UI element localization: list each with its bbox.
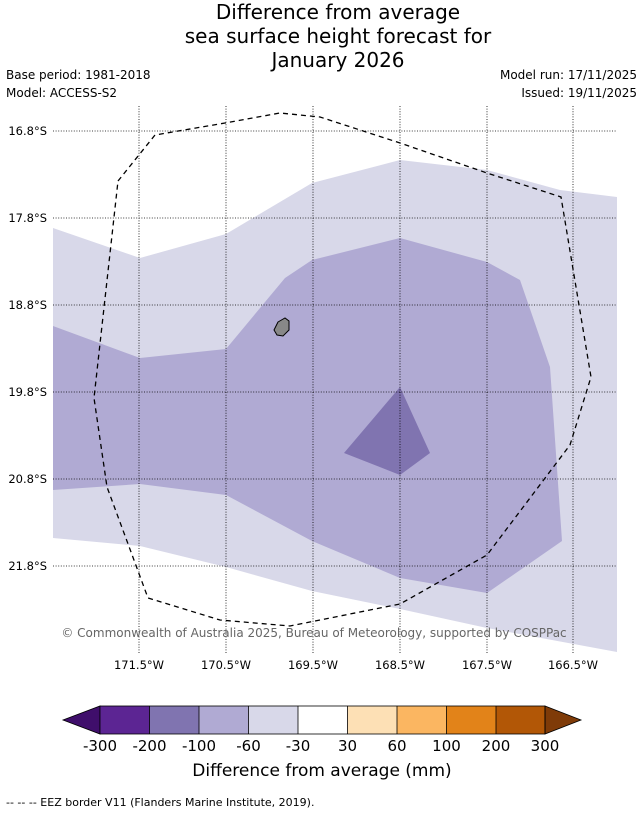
lat-label-6: 21.8°S xyxy=(8,559,47,573)
lon-label-1: 171.5°W xyxy=(114,658,164,672)
colorbar-segment-9 xyxy=(496,706,546,734)
colorbar-frame xyxy=(99,705,546,735)
lon-labels: 171.5°W 170.5°W 169.5°W 168.5°W 167.5°W … xyxy=(114,658,598,672)
lon-label-2: 170.5°W xyxy=(201,658,251,672)
colorbar-segment-2 xyxy=(149,706,199,734)
colorbar-segment-4 xyxy=(248,706,298,734)
colorbar-dividers xyxy=(149,706,497,734)
colorbar-segment-6 xyxy=(347,706,397,734)
colorbar-segment-3 xyxy=(199,706,249,734)
colorbar-label: Difference from average (mm) xyxy=(192,761,452,781)
cb-tick-9: 200 xyxy=(482,737,511,755)
cb-tick-2: -200 xyxy=(132,737,166,755)
colorbar-segment-5 xyxy=(298,706,348,734)
lon-label-4: 168.5°W xyxy=(375,658,425,672)
cb-tick-6: 30 xyxy=(338,737,357,755)
eez-footnote: -- -- -- EEZ border V11 (Flanders Marine… xyxy=(6,796,315,809)
meta-left: Base period: 1981-2018 Model: ACCESS-S2 xyxy=(6,66,151,102)
anomaly-band-medium xyxy=(53,238,562,593)
colorbar-extend-high xyxy=(544,705,583,735)
title-line-3: January 2026 xyxy=(271,48,405,72)
cb-tick-7: 60 xyxy=(387,737,406,755)
colorbar-segment-7 xyxy=(397,706,447,734)
colorbar-segment-8 xyxy=(446,706,496,734)
cb-tick-3: -100 xyxy=(182,737,216,755)
title-line-2: sea surface height forecast for xyxy=(184,24,492,48)
lon-label-5: 167.5°W xyxy=(462,658,512,672)
cb-tick-5: -30 xyxy=(286,737,311,755)
colorbar-ticks: -300 -200 -100 -60 -30 30 60 100 200 300 xyxy=(83,737,559,755)
colorbar-segment-1 xyxy=(100,706,150,734)
cb-tick-8: 100 xyxy=(432,737,461,755)
lat-label-2: 17.8°S xyxy=(8,211,47,225)
title-line-1: Difference from average xyxy=(215,0,461,24)
copyright-text: © Commonwealth of Australia 2025, Bureau… xyxy=(61,626,566,640)
base-period: Base period: 1981-2018 xyxy=(6,68,151,82)
lon-label-6: 166.5°W xyxy=(548,658,598,672)
colorbar: -300 -200 -100 -60 -30 30 60 100 200 300 xyxy=(61,705,583,755)
issued-date: Issued: 19/11/2025 xyxy=(521,86,637,100)
lat-labels: 16.8°S 17.8°S 18.8°S 19.8°S 20.8°S 21.8°… xyxy=(8,124,47,573)
map-title: Difference from average sea surface heig… xyxy=(0,0,644,72)
lat-label-5: 20.8°S xyxy=(8,472,47,486)
model-name: Model: ACCESS-S2 xyxy=(6,86,118,100)
model-run: Model run: 17/11/2025 xyxy=(499,68,637,82)
cb-tick-10: 300 xyxy=(531,737,560,755)
graticule xyxy=(53,106,617,653)
lat-label-4: 19.8°S xyxy=(8,385,47,399)
lat-label-1: 16.8°S xyxy=(8,124,47,138)
anomaly-core-dark xyxy=(344,387,430,475)
lat-label-3: 18.8°S xyxy=(8,298,47,312)
meta-right: Model run: 17/11/2025 Issued: 19/11/2025 xyxy=(500,66,637,102)
island-shape xyxy=(273,317,290,337)
cb-tick-1: -300 xyxy=(83,737,117,755)
lon-label-3: 169.5°W xyxy=(288,658,338,672)
colorbar-extend-low xyxy=(61,705,101,735)
cb-tick-4: -60 xyxy=(236,737,261,755)
